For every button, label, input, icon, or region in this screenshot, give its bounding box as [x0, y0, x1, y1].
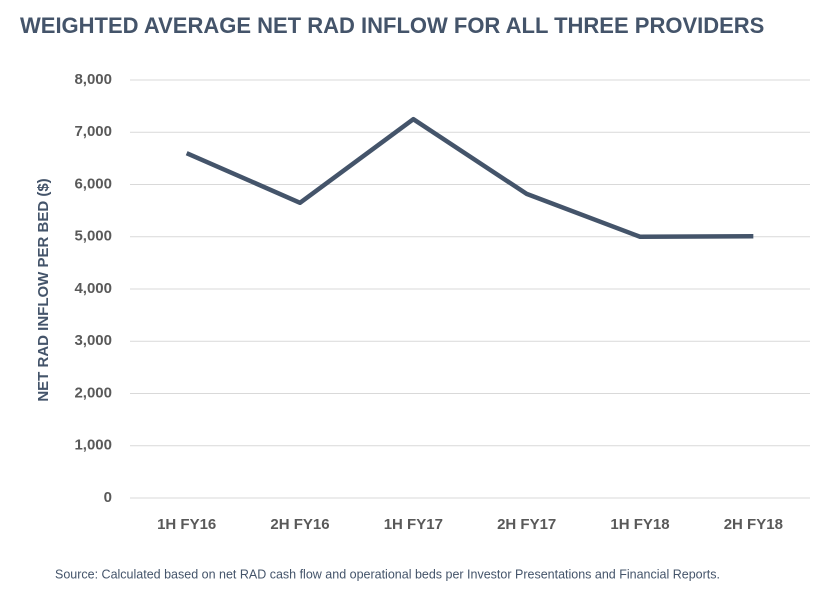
y-tick-label: 2,000 — [74, 384, 112, 401]
x-tick-label: 1H FY16 — [157, 516, 216, 533]
y-tick-label: 7,000 — [74, 123, 112, 140]
source-note: Source: Calculated based on net RAD cash… — [55, 567, 720, 581]
chart-title: WEIGHTED AVERAGE NET RAD INFLOW FOR ALL … — [20, 13, 764, 38]
y-tick-label: 0 — [104, 489, 112, 506]
x-tick-label: 2H FY18 — [724, 516, 783, 533]
y-tick-label: 3,000 — [74, 332, 112, 349]
x-tick-label: 1H FY18 — [610, 516, 669, 533]
y-tick-label: 1,000 — [74, 437, 112, 454]
y-tick-label: 8,000 — [74, 71, 112, 88]
y-axis-label: NET RAD INFLOW PER BED ($) — [35, 178, 52, 401]
data-line — [185, 116, 754, 239]
y-tick-label: 4,000 — [74, 280, 112, 297]
x-tick-label: 2H FY17 — [497, 516, 556, 533]
x-tick-label: 1H FY17 — [384, 516, 443, 533]
y-tick-label: 5,000 — [74, 228, 112, 245]
y-tick-label: 6,000 — [74, 175, 112, 192]
x-tick-label: 2H FY16 — [270, 516, 329, 533]
